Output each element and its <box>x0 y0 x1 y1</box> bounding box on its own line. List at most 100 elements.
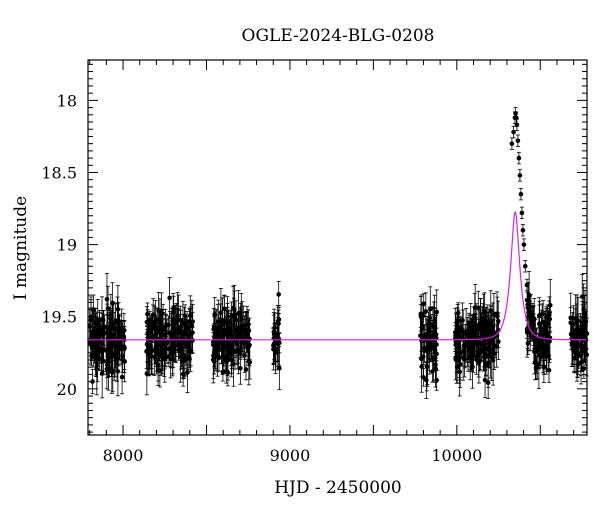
data-point <box>171 305 176 311</box>
data-point <box>234 348 240 354</box>
data-point <box>119 374 125 380</box>
data-point <box>476 336 482 341</box>
data-point <box>92 330 98 335</box>
data-point <box>244 322 250 328</box>
data-point <box>212 312 217 317</box>
data-point <box>223 369 229 374</box>
data-point <box>218 310 224 315</box>
data-point <box>182 313 188 319</box>
data-point <box>115 369 121 374</box>
data-point <box>571 346 577 352</box>
data-point <box>170 356 176 362</box>
data-point <box>465 343 470 348</box>
data-point <box>472 315 478 320</box>
data-point <box>145 311 150 317</box>
data-point <box>158 341 164 347</box>
data-point <box>419 323 425 329</box>
data-point <box>153 336 158 342</box>
data-point <box>211 339 217 345</box>
data-point <box>149 347 154 353</box>
y-tick-label: 18 <box>57 91 77 110</box>
data-point <box>229 357 234 363</box>
data-point <box>183 355 189 361</box>
data-point <box>571 355 577 361</box>
data-point <box>105 306 111 311</box>
data-point <box>485 327 491 332</box>
data-point <box>217 336 222 342</box>
data-point <box>239 324 245 330</box>
data-point <box>182 331 188 337</box>
data-point <box>572 332 578 338</box>
data-point <box>238 365 243 371</box>
data-point <box>99 371 105 376</box>
data-point <box>108 313 114 319</box>
data-point <box>122 359 127 364</box>
data-point <box>187 319 192 324</box>
data-point <box>546 311 552 317</box>
x-axis-title: HJD - 2450000 <box>274 478 402 498</box>
data-point <box>105 362 110 368</box>
data-point <box>222 356 228 362</box>
data-point <box>230 338 236 344</box>
data-point <box>423 309 429 314</box>
data-point <box>470 364 475 370</box>
data-point <box>518 191 524 197</box>
data-point <box>427 306 433 312</box>
data-point <box>434 309 440 315</box>
data-point <box>157 368 163 373</box>
data-point <box>168 351 174 356</box>
data-point <box>188 313 193 319</box>
data-point <box>426 322 431 328</box>
data-point <box>231 361 236 367</box>
data-point <box>485 380 491 386</box>
data-point <box>247 342 252 348</box>
data-point <box>153 321 158 327</box>
data-point <box>424 377 429 383</box>
data-point <box>113 318 118 323</box>
data-point <box>184 325 190 330</box>
data-point <box>495 318 501 324</box>
data-point <box>216 330 221 336</box>
data-point <box>211 359 217 364</box>
data-point <box>477 358 483 364</box>
x-tick-label: 9000 <box>270 446 311 465</box>
data-point <box>216 355 222 361</box>
data-point <box>170 309 176 315</box>
data-point <box>487 331 493 337</box>
data-point <box>576 342 581 348</box>
data-point <box>159 332 165 338</box>
data-point <box>519 210 525 216</box>
data-point <box>211 353 216 358</box>
data-point <box>581 366 587 371</box>
data-point <box>431 356 436 361</box>
data-point <box>180 371 186 377</box>
data-point <box>120 327 125 333</box>
data-point <box>432 336 438 342</box>
data-point <box>525 341 531 346</box>
data-point <box>433 362 438 368</box>
data-point <box>489 354 494 360</box>
data-point <box>517 173 523 178</box>
data-point <box>222 319 228 325</box>
data-point <box>147 351 153 357</box>
data-point <box>520 227 526 233</box>
data-point <box>225 320 231 325</box>
data-point <box>521 242 527 247</box>
data-point <box>188 348 193 354</box>
data-point <box>539 330 544 336</box>
data-point <box>522 263 528 269</box>
data-point <box>545 320 550 326</box>
data-point <box>114 349 120 355</box>
data-point <box>109 334 114 339</box>
data-point <box>108 341 114 346</box>
data-point <box>547 302 553 308</box>
data-point <box>430 369 435 374</box>
data-point <box>465 339 470 345</box>
data-point <box>154 340 160 345</box>
data-point <box>541 349 547 355</box>
data-point <box>211 326 217 332</box>
data-point <box>479 341 485 347</box>
data-point <box>473 323 478 329</box>
data-point <box>121 334 127 339</box>
x-tick-label: 8000 <box>103 446 144 465</box>
